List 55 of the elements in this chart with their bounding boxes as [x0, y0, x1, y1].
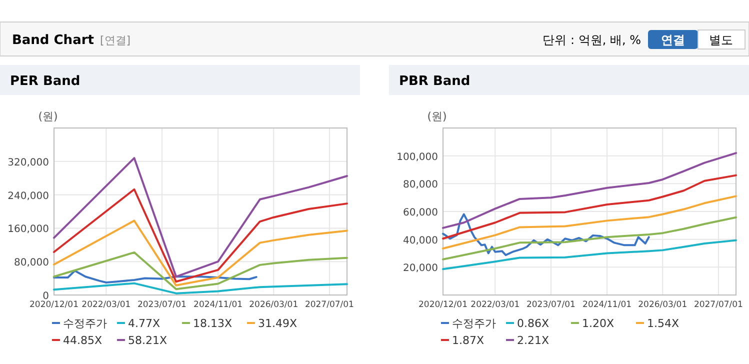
line-series: [53, 270, 258, 284]
line-series: [53, 220, 348, 286]
legend-label: 1.87X: [452, 334, 484, 347]
line-series: [442, 152, 737, 229]
text: 단위 : 억원, 배, %: [542, 33, 641, 47]
x-tick-label: 2023/07/01: [526, 300, 576, 310]
legend-label: 18.13X: [193, 317, 232, 330]
y-tick-label: 100,000: [396, 152, 438, 163]
y-tick-label: 0: [42, 291, 49, 302]
text: [연결]: [100, 34, 131, 47]
y-axis-title: (원): [38, 110, 58, 123]
x-tick-label: 2020/12/01: [30, 300, 78, 310]
x-tick-label: 2022/03/01: [470, 300, 520, 310]
legend-label: 수정주가: [452, 317, 496, 330]
line-series: [442, 239, 737, 270]
x-tick-label: 2023/07/01: [137, 300, 186, 310]
line-series: [53, 282, 348, 294]
x-tick-label: 2027/07/01: [694, 300, 743, 310]
y-tick-label: 40,000: [403, 235, 438, 246]
y-axis-title: (원): [427, 110, 447, 123]
x-tick-label: 2022/03/01: [82, 300, 131, 310]
text: Band Chart: [12, 33, 94, 48]
legend-label: 수정주가: [63, 317, 107, 330]
y-tick-label: 320,000: [8, 157, 49, 168]
chart-title: PER Band: [10, 74, 80, 89]
legend-label: 2.21X: [517, 334, 550, 347]
line-series: [442, 195, 737, 250]
text: 연결: [661, 33, 685, 47]
y-tick-label: 20,000: [403, 263, 438, 274]
chart-title: PBR Band: [399, 74, 470, 89]
x-tick-label: 2027/07/01: [304, 300, 354, 310]
y-tick-label: 80,000: [403, 180, 438, 191]
line-series: [442, 216, 737, 260]
line-series: [442, 213, 650, 256]
line-series: [53, 157, 348, 278]
x-tick-label: 2026/03/01: [249, 300, 298, 310]
y-tick-label: 60,000: [403, 208, 438, 218]
y-tick-label: 80,000: [14, 258, 49, 269]
y-tick-label: 160,000: [8, 224, 49, 236]
legend-label: 1.20X: [582, 317, 614, 330]
legend-label: 1.54X: [647, 317, 680, 330]
x-tick-label: 2026/03/01: [638, 300, 688, 310]
x-tick-label: 2020/12/01: [418, 300, 468, 310]
x-tick-label: 2024/11/01: [582, 300, 632, 310]
line-series: [442, 174, 737, 240]
x-tick-label: 2024/11/01: [194, 300, 243, 310]
y-tick-label: 240,000: [8, 190, 49, 202]
legend-label: 44.85X: [63, 334, 102, 347]
line-series: [53, 251, 348, 290]
legend-label: 31.49X: [258, 317, 298, 330]
legend-label: 0.86X: [517, 317, 550, 330]
line-series: [53, 188, 348, 283]
legend-label: 4.77X: [128, 317, 160, 330]
text: 별도: [709, 33, 733, 47]
legend-label: 58.21X: [128, 334, 168, 347]
